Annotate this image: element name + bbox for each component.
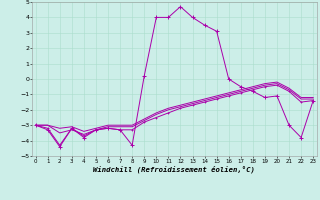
- X-axis label: Windchill (Refroidissement éolien,°C): Windchill (Refroidissement éolien,°C): [93, 166, 255, 173]
